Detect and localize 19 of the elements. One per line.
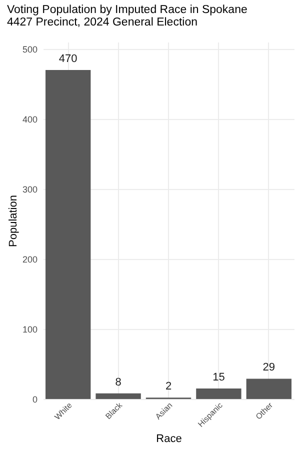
data-label: 8 bbox=[115, 376, 122, 388]
y-tick-label: 200 bbox=[22, 254, 38, 264]
y-axis-title: Population bbox=[7, 195, 20, 247]
y-tick-label: 300 bbox=[22, 184, 38, 194]
data-label: 29 bbox=[262, 362, 276, 374]
chart-subtitle: 4427 Precinct, 2024 General Election bbox=[6, 16, 198, 28]
bar bbox=[46, 70, 91, 399]
y-tick-label: 400 bbox=[22, 114, 38, 124]
data-label: 2 bbox=[165, 380, 172, 393]
x-axis-title: Race bbox=[156, 432, 182, 445]
y-tick-label: 100 bbox=[22, 324, 38, 334]
y-tick-label: 500 bbox=[22, 44, 38, 54]
data-label: 470 bbox=[58, 53, 78, 65]
bar bbox=[246, 378, 292, 399]
y-tick-label: 0 bbox=[32, 394, 38, 404]
chart-title: Voting Population by Imputed Race in Spokane bbox=[6, 4, 248, 16]
bar bbox=[196, 388, 242, 399]
bar bbox=[96, 393, 141, 399]
data-label: 15 bbox=[212, 372, 225, 384]
